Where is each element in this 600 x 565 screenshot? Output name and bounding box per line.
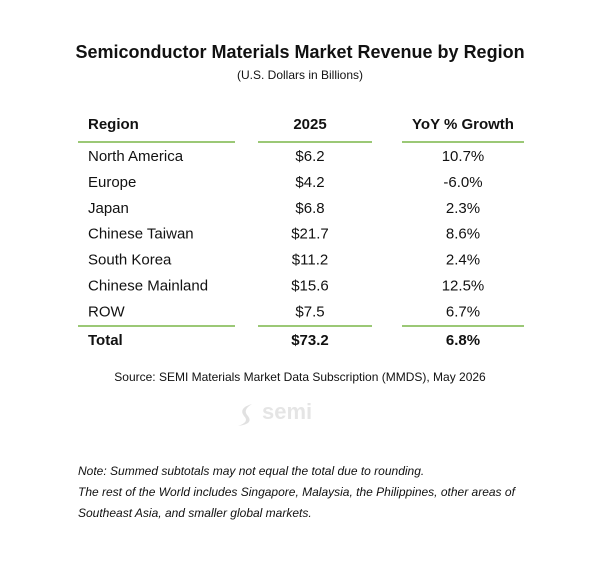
note: The rest of the World includes Singapore… bbox=[78, 485, 517, 499]
table-cell: Europe bbox=[88, 174, 136, 191]
column-header: 2025 bbox=[293, 116, 326, 133]
table-cell: $6.8 bbox=[295, 200, 324, 217]
table-cell: Japan bbox=[88, 200, 129, 217]
table-cell: 8.6% bbox=[446, 226, 480, 243]
logo-text: semi bbox=[262, 399, 312, 424]
table-cell: $21.7 bbox=[291, 226, 329, 243]
table-cell: 2.4% bbox=[446, 252, 480, 269]
table-cell: $4.2 bbox=[295, 174, 324, 191]
table-cell: North America bbox=[88, 148, 184, 165]
note: Southeast Asia, and smaller global marke… bbox=[78, 506, 312, 520]
total-cell: Total bbox=[88, 332, 123, 349]
table-cell: $11.2 bbox=[292, 252, 328, 269]
total-cell: 6.8% bbox=[446, 332, 480, 349]
note: Note: Summed subtotals may not equal the… bbox=[78, 464, 424, 478]
table-cell: ROW bbox=[88, 303, 126, 320]
logo-icon bbox=[238, 404, 252, 426]
title: Semiconductor Materials Market Revenue b… bbox=[75, 42, 524, 62]
total-cell: $73.2 bbox=[291, 332, 329, 349]
logo: semi bbox=[238, 399, 312, 426]
subtitle: (U.S. Dollars in Billions) bbox=[237, 68, 363, 82]
table-cell: Chinese Taiwan bbox=[88, 226, 194, 243]
table-cell: 6.7% bbox=[446, 303, 480, 320]
table-cell: 10.7% bbox=[442, 148, 485, 165]
table-cell: South Korea bbox=[88, 252, 172, 269]
table-cell: $7.5 bbox=[295, 303, 324, 320]
source: Source: SEMI Materials Market Data Subsc… bbox=[114, 370, 486, 384]
table-cell: -6.0% bbox=[443, 174, 482, 191]
column-header: YoY % Growth bbox=[412, 116, 514, 133]
table-cell: $6.2 bbox=[295, 148, 324, 165]
column-header: Region bbox=[88, 116, 139, 133]
table-cell: $15.6 bbox=[291, 277, 329, 294]
table-cell: 2.3% bbox=[446, 200, 480, 217]
table-cell: 12.5% bbox=[442, 277, 485, 294]
table-cell: Chinese Mainland bbox=[88, 277, 208, 294]
